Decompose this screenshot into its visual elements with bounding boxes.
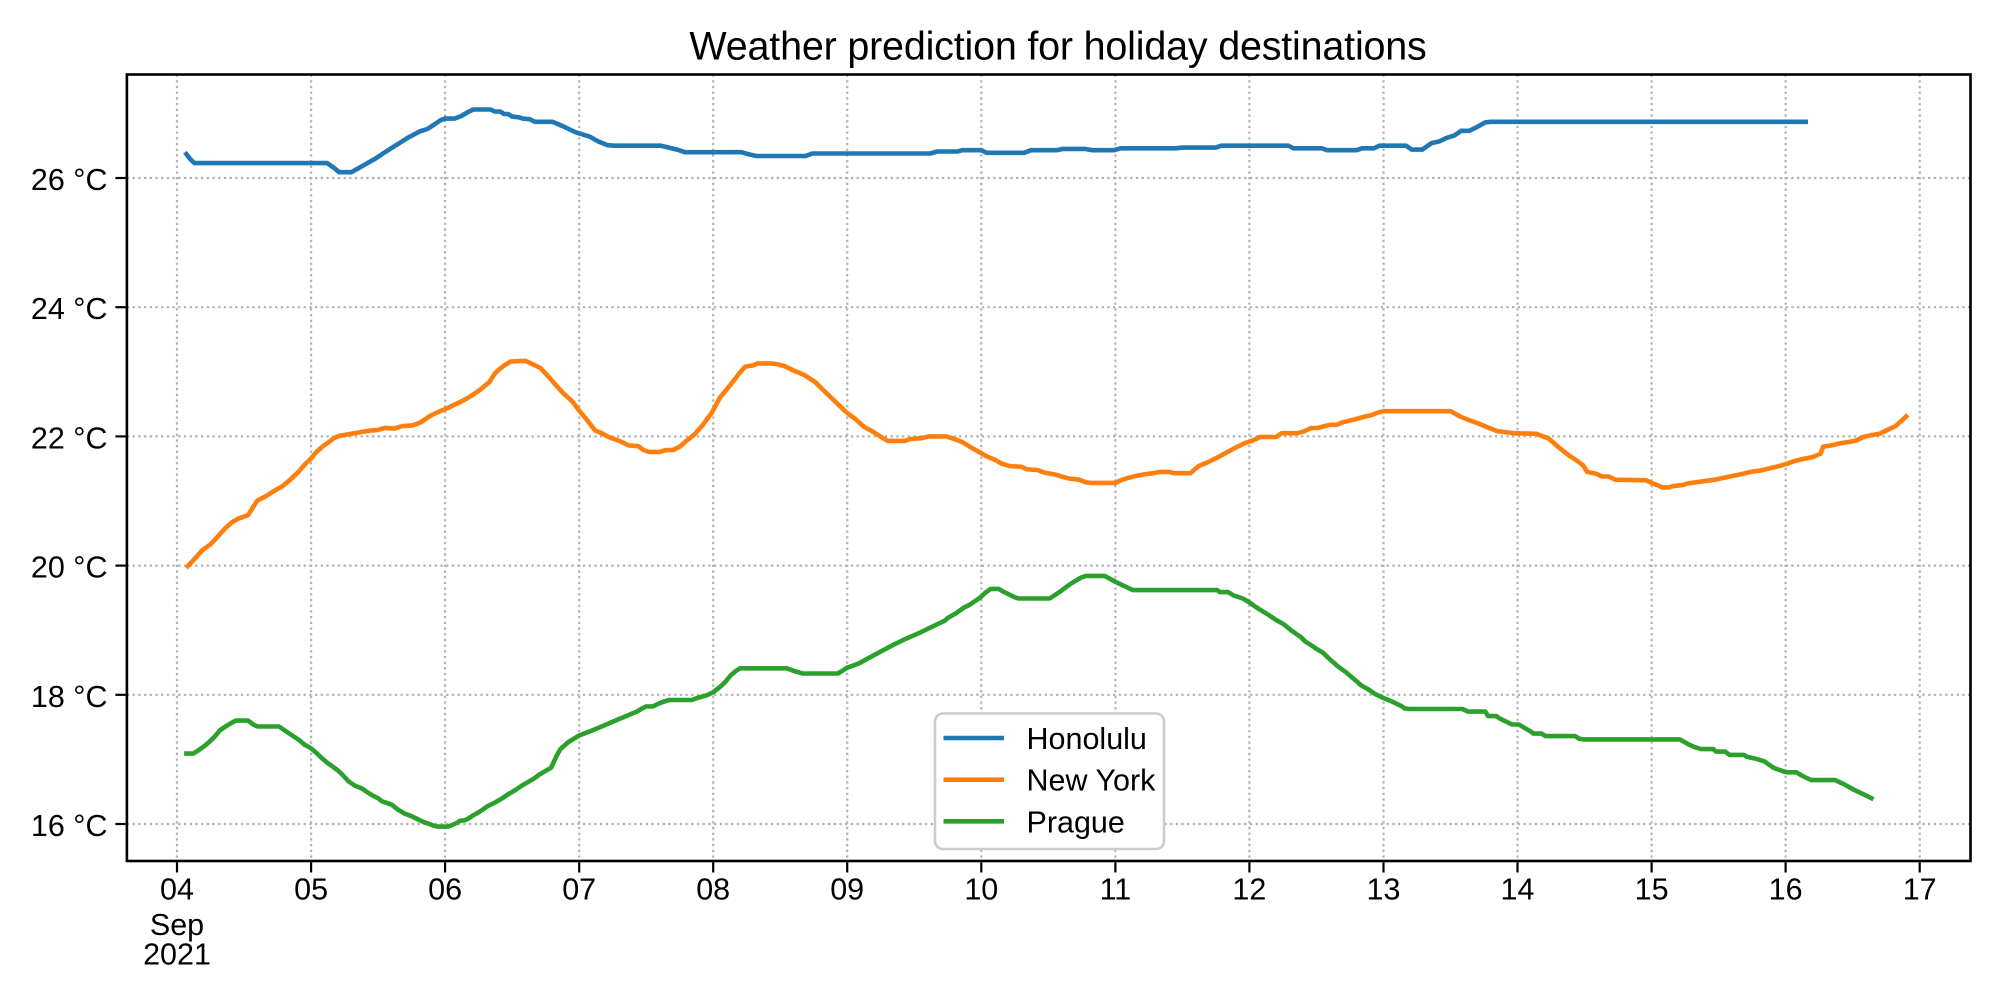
svg-text:18 °C: 18 °C (31, 680, 108, 714)
svg-text:Prague: Prague (1027, 805, 1125, 839)
svg-text:09: 09 (830, 873, 864, 907)
svg-text:08: 08 (696, 873, 730, 907)
svg-text:10: 10 (964, 873, 998, 907)
svg-text:15: 15 (1635, 873, 1669, 907)
svg-text:06: 06 (428, 873, 462, 907)
svg-text:11: 11 (1100, 873, 1132, 907)
svg-text:12: 12 (1232, 873, 1266, 907)
svg-text:Sep: Sep (150, 908, 204, 942)
svg-text:Honolulu: Honolulu (1027, 722, 1147, 756)
svg-text:14: 14 (1501, 873, 1535, 907)
svg-text:Weather prediction for holiday: Weather prediction for holiday destinati… (689, 25, 1426, 69)
svg-text:07: 07 (562, 873, 596, 907)
svg-text:22 °C: 22 °C (31, 421, 108, 455)
svg-text:13: 13 (1367, 873, 1401, 907)
svg-text:New York: New York (1027, 764, 1157, 798)
svg-text:04: 04 (160, 873, 194, 907)
svg-text:16: 16 (1769, 873, 1803, 907)
svg-text:17: 17 (1903, 873, 1937, 907)
svg-text:05: 05 (294, 873, 328, 907)
svg-text:2021: 2021 (143, 937, 211, 971)
svg-text:20 °C: 20 °C (31, 551, 108, 585)
svg-text:16 °C: 16 °C (31, 809, 108, 843)
svg-text:24 °C: 24 °C (31, 292, 108, 326)
svg-text:26 °C: 26 °C (31, 163, 108, 197)
